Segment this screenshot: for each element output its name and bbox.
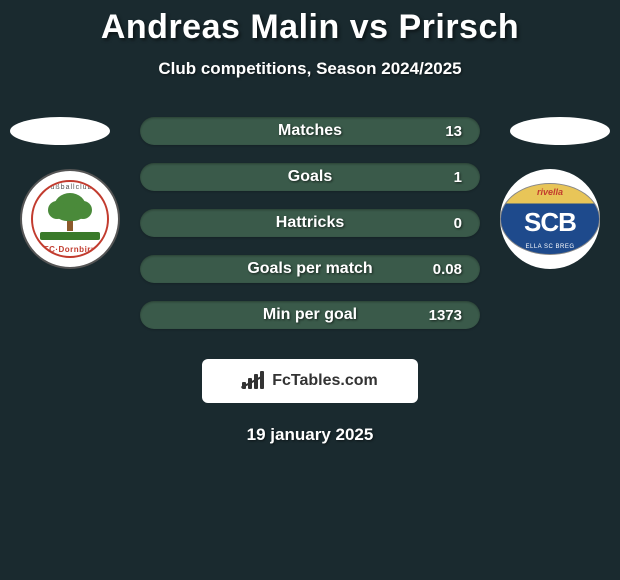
stat-label: Goals per match — [247, 260, 372, 278]
right-club-crest: rivella SCB ELLA SC BREG — [500, 183, 600, 255]
page-title: Andreas Malin vs Prirsch — [0, 8, 620, 47]
content-area: fußballclub FC·Dornbirn rivella SCB ELLA… — [0, 117, 620, 445]
stat-value-right: 1 — [454, 169, 462, 186]
left-player-oval — [10, 117, 110, 145]
stat-value-right: 0.08 — [433, 261, 462, 278]
stat-value-right: 1373 — [429, 307, 462, 324]
right-badge-main-text: SCB — [524, 207, 576, 238]
left-badge-top-text: fußballclub — [33, 184, 107, 191]
stat-label: Hattricks — [276, 214, 344, 232]
attribution-text: FcTables.com — [272, 372, 378, 390]
stat-bar: Goals 1 — [140, 163, 480, 191]
stat-value-right: 13 — [445, 123, 462, 140]
right-player-oval — [510, 117, 610, 145]
stat-bar: Matches 13 — [140, 117, 480, 145]
stat-label: Min per goal — [263, 306, 357, 324]
stat-bar: Hattricks 0 — [140, 209, 480, 237]
date-label: 19 january 2025 — [0, 425, 620, 445]
left-club-crest: fußballclub FC·Dornbirn — [31, 180, 109, 258]
left-badge-bottom-text: FC·Dornbirn — [33, 245, 107, 254]
tree-icon — [52, 193, 88, 233]
stats-list: Matches 13 Goals 1 Hattricks 0 Goals per match… — [140, 117, 480, 329]
stat-bar: Min per goal 1373 — [140, 301, 480, 329]
stat-label: Matches — [278, 122, 342, 140]
season-subtitle: Club competitions, Season 2024/2025 — [0, 59, 620, 79]
attribution-badge[interactable]: FcTables.com — [202, 359, 418, 403]
stat-bar: Goals per match 0.08 — [140, 255, 480, 283]
bar-chart-icon — [242, 371, 266, 391]
right-badge-sub-text: ELLA SC BREG — [525, 244, 574, 250]
right-badge-top-text: rivella — [537, 187, 563, 197]
stat-value-right: 0 — [454, 215, 462, 232]
comparison-card: Andreas Malin vs Prirsch Club competitio… — [0, 0, 620, 445]
left-club-badge: fußballclub FC·Dornbirn — [20, 169, 120, 269]
stat-label: Goals — [288, 168, 332, 186]
right-club-badge: rivella SCB ELLA SC BREG — [500, 169, 600, 269]
